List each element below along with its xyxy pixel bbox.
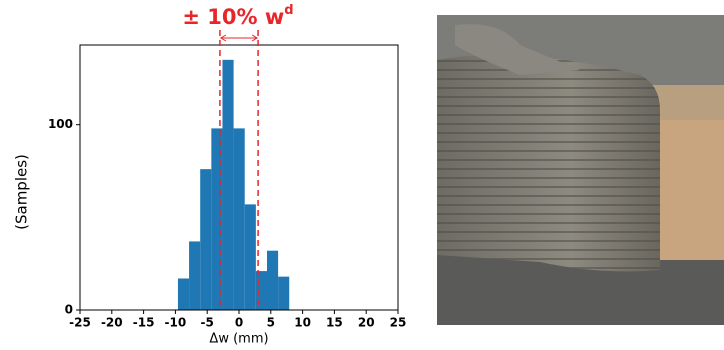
y-tick-label: 100 [48,117,73,131]
x-tick-label: 20 [358,316,375,330]
bar [233,128,245,310]
arrow-head [219,34,259,42]
bar [222,59,234,310]
x-tick-label: 5 [267,316,275,330]
photo [437,15,724,325]
x-tick-label: -25 [69,316,91,330]
bar [189,241,201,310]
bar [266,250,279,310]
bar [211,128,223,310]
y-axis-label: (Samples) [13,154,31,230]
x-axis-label: Δw (mm) [209,332,268,347]
bar [255,271,267,310]
x-tick-label: -15 [133,316,155,330]
bar [177,278,190,310]
x-tick-label: -10 [165,316,187,330]
annotation: ± 10% wd [182,3,293,30]
x-tick-label: -5 [201,316,214,330]
x-tick-label: 25 [390,316,407,330]
bar [278,276,290,310]
bar [244,204,256,310]
annotation-text: ± 10% w [182,5,284,29]
x-tick-label: 15 [326,316,343,330]
y-tick-label: 0 [65,303,73,317]
bar [200,169,212,310]
annotation-superscript: d [284,3,293,18]
x-tick-label: -20 [101,316,123,330]
x-tick-label: 10 [294,316,311,330]
x-tick-label: 0 [235,316,243,330]
